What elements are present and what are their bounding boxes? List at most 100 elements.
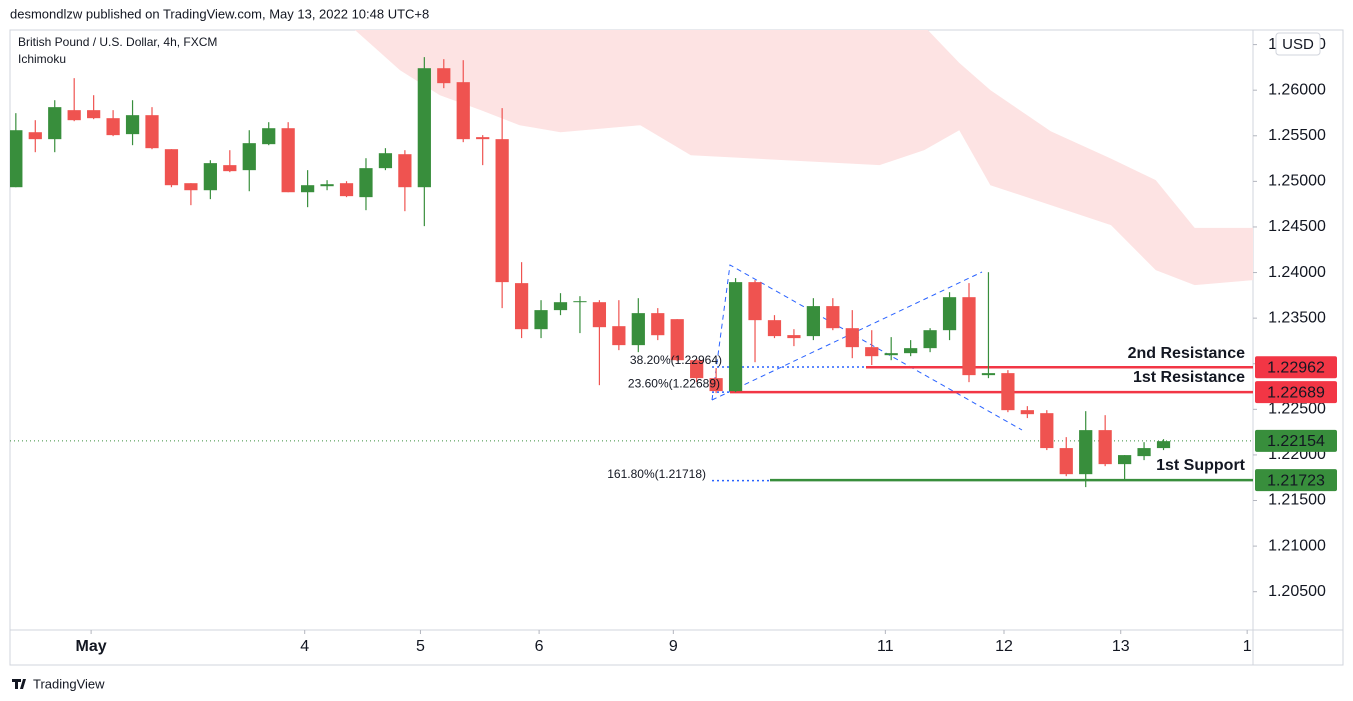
candle-body	[28, 132, 42, 140]
pattern-line	[711, 271, 983, 401]
candle-body	[1118, 455, 1132, 465]
candle-body	[923, 330, 937, 349]
candle-body	[476, 137, 490, 140]
candle-body	[67, 110, 81, 121]
x-tick-label: 12	[995, 638, 1013, 655]
fib-label: 38.20%(1.22964)	[630, 353, 722, 367]
candle-body	[164, 149, 179, 186]
marks-layer	[10, 57, 1253, 488]
candle-body	[320, 184, 334, 187]
candle-body	[87, 110, 101, 119]
publisher: desmondlzw published on TradingView.com,…	[10, 6, 429, 21]
candle-body	[787, 335, 801, 339]
candle-body	[767, 320, 782, 337]
y-tick-label: 1.25500	[1268, 127, 1326, 144]
candle-body	[728, 282, 743, 392]
candle-body	[1001, 373, 1015, 411]
candle-body	[242, 143, 256, 171]
y-tick-label: 1.24500	[1268, 218, 1326, 235]
candle-body	[690, 360, 704, 379]
overlay-layer: 1.205001.210001.215001.220001.225001.230…	[76, 36, 1337, 655]
x-tick-label: 9	[669, 638, 678, 655]
candle-body	[10, 130, 23, 188]
candle-body	[865, 347, 879, 357]
candle-body	[514, 283, 529, 330]
candle-body	[145, 115, 159, 149]
x-tick-label: 13	[1112, 638, 1130, 655]
price-tag	[1255, 429, 1337, 452]
x-tick-label: 4	[300, 638, 309, 655]
candle-body	[631, 313, 645, 346]
y-tick-label: 1.20500	[1268, 583, 1326, 600]
candle-body	[281, 128, 295, 193]
currency-box[interactable]	[1275, 32, 1321, 56]
candle-body	[962, 297, 976, 376]
pattern-line	[711, 264, 1023, 431]
candle-body	[1098, 430, 1112, 465]
candle-body	[223, 165, 237, 172]
candle-body	[1156, 441, 1171, 449]
currency[interactable]: USD	[1282, 36, 1314, 53]
y-tick-label: 1.21500	[1268, 492, 1326, 509]
candle-body	[534, 310, 548, 330]
candle-body	[709, 378, 723, 392]
candle-body	[845, 328, 859, 348]
candle-body	[573, 301, 587, 303]
candle-body	[748, 282, 762, 321]
candle-body	[398, 154, 412, 188]
candle-body	[1079, 430, 1093, 475]
candle-body	[670, 319, 684, 361]
price-tag-label: 1.22962	[1267, 359, 1325, 376]
candle-body	[378, 153, 393, 169]
candle-body	[942, 297, 957, 331]
y-tick-label: 1.26000	[1268, 81, 1326, 98]
candle-body	[437, 68, 451, 84]
x-tick-label: 11	[877, 638, 894, 655]
indicator-name: Ichimoku	[18, 52, 66, 66]
candle-body	[1059, 448, 1073, 475]
candle-body	[1020, 410, 1034, 415]
y-tick-label: 1.21000	[1268, 537, 1326, 554]
level-name: 1st Resistance	[1133, 369, 1245, 386]
level-name: 2nd Resistance	[1128, 345, 1245, 362]
candle-body	[456, 82, 470, 140]
candle-body	[125, 115, 140, 135]
level-name: 1st Support	[1156, 457, 1246, 474]
price-tag-label: 1.22154	[1267, 433, 1325, 450]
candle-body	[806, 306, 820, 337]
x-tick-label: 6	[535, 638, 544, 655]
candle-body	[612, 326, 626, 346]
price-tag	[1255, 469, 1337, 492]
x-tick-label: 5	[416, 638, 425, 655]
candle-body	[884, 353, 898, 356]
candle-body	[106, 118, 120, 136]
candle-body	[48, 107, 62, 140]
candle-body	[359, 168, 373, 198]
candle-body	[981, 373, 996, 376]
candle-body	[417, 68, 431, 188]
footer: TradingView	[33, 676, 105, 691]
ichimoku-cloud	[355, 30, 1253, 286]
y-tick-label: 1.23500	[1268, 309, 1326, 326]
candle-body	[262, 128, 276, 145]
candle-body	[651, 313, 665, 336]
candle-body	[1040, 413, 1054, 449]
price-tag	[1255, 381, 1337, 404]
candle-body	[553, 302, 568, 311]
candle-body	[826, 306, 840, 329]
fib-label: 161.80%(1.21718)	[607, 467, 706, 481]
y-tick-label: 1.24000	[1268, 264, 1326, 281]
x-tick-label: May	[76, 638, 107, 655]
fib-label: 23.60%(1.22689)	[628, 376, 720, 390]
candle-body	[904, 348, 918, 354]
logo	[12, 679, 26, 689]
y-tick-label: 1.25000	[1268, 173, 1326, 190]
y-tick-label: 1.22500	[1268, 401, 1326, 418]
candle-body	[495, 139, 509, 283]
candle-body	[592, 302, 607, 328]
price-tag	[1255, 356, 1337, 379]
candle-body	[184, 183, 198, 191]
x-tick-label: 1	[1243, 638, 1252, 655]
price-tag-label: 1.21723	[1267, 472, 1325, 489]
